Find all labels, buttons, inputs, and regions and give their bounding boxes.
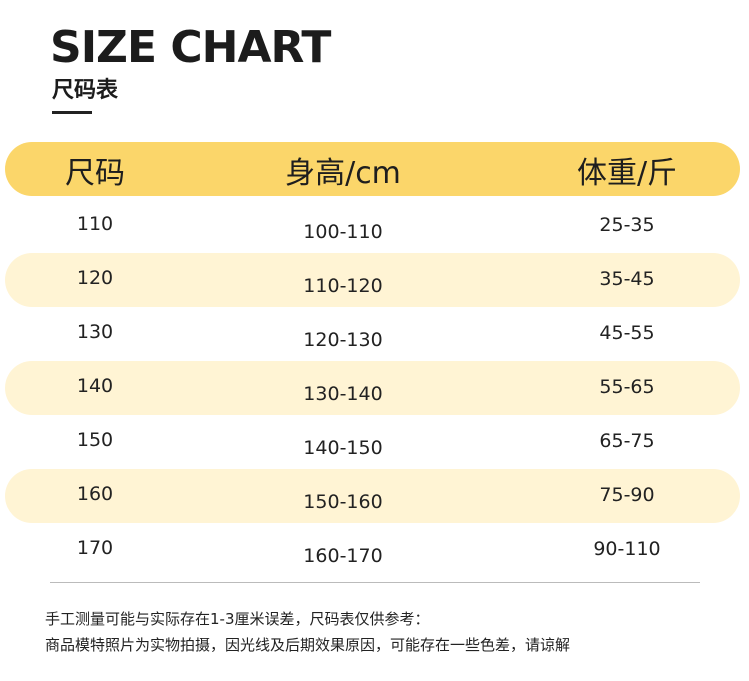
column-header: 体重/斤 (576, 156, 678, 191)
row-band (5, 469, 740, 523)
table-cell: 160 (76, 483, 114, 505)
column-header: 尺码 (65, 156, 125, 191)
title: SIZE CHART (50, 22, 331, 73)
table-cell: 130-140 (303, 383, 383, 405)
header-row (5, 142, 740, 196)
table-cell: 90-110 (593, 538, 661, 560)
table-cell: 55-65 (599, 376, 655, 398)
table-cell: 160-170 (303, 545, 383, 567)
note: 商品模特照片为实物拍摄，因光线及后期效果原因，可能存在一些色差，请谅解 (45, 636, 571, 654)
table-cell: 65-75 (599, 430, 655, 452)
table-cell: 25-35 (599, 214, 655, 236)
table-cell: 120-130 (303, 329, 383, 351)
underline (52, 111, 92, 114)
table-cell: 120 (76, 267, 114, 289)
row-band (5, 253, 740, 307)
table-cell: 130 (76, 321, 114, 343)
column-header: 身高/cm (285, 156, 401, 191)
table-cell: 110-120 (303, 275, 383, 297)
table-cell: 110 (76, 213, 114, 235)
table-cell: 140-150 (303, 437, 383, 459)
subtitle: 尺码表 (52, 78, 119, 103)
table-cell: 100-110 (303, 221, 383, 243)
table-cell: 75-90 (599, 484, 655, 506)
table-cell: 140 (76, 375, 114, 397)
table-cell: 150-160 (303, 491, 383, 513)
divider (50, 582, 700, 583)
note: 手工测量可能与实际存在1-3厘米误差，尺码表仅供参考： (45, 610, 430, 628)
table-cell: 45-55 (599, 322, 655, 344)
table-cell: 170 (76, 537, 114, 559)
table-cell: 35-45 (599, 268, 655, 290)
row-band (5, 361, 740, 415)
table-cell: 150 (76, 429, 114, 451)
